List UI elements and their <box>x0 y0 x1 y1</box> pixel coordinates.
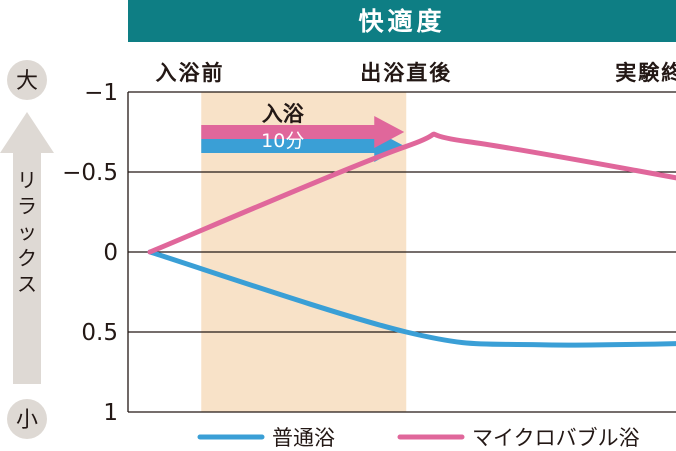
legend-label-1: マイクロバブル浴 <box>472 426 640 450</box>
series-line-0 <box>147 249 676 348</box>
annotation-label-duration: 10分 <box>261 130 304 152</box>
annotation-arrow-pink <box>201 116 405 148</box>
top-label-circle <box>7 60 47 100</box>
legend-label-0: 普通浴 <box>272 426 335 450</box>
top-label: 大 <box>16 69 38 94</box>
y-tick-label-3: 0.5 <box>81 320 118 346</box>
phase-label-2: 実験終了前 <box>615 61 676 85</box>
relax-axis-label-char-3: ク <box>17 246 37 270</box>
y-tick-label-4: 1 <box>103 400 118 426</box>
phase-label-0: 入浴前 <box>156 61 225 85</box>
y-tick-label-1: −0.5 <box>62 160 118 186</box>
bottom-label: 小 <box>16 408 38 433</box>
relax-axis-label-char-1: ラ <box>17 194 37 218</box>
title-bar-background <box>128 0 676 42</box>
series-lines <box>147 131 676 348</box>
relax-axis-label-char-2: ッ <box>17 220 37 244</box>
series-line-1 <box>147 131 676 255</box>
title-bar: 快適度 <box>128 0 676 42</box>
relax-axis-label-char-4: ス <box>17 272 37 296</box>
relax-up-arrow <box>0 112 54 384</box>
bath-duration-annotation: 入浴 10分 <box>201 102 405 162</box>
annotation-arrow-blue <box>201 130 405 162</box>
y-tick-label-2: 0 <box>103 240 118 266</box>
phase-label-1: 出浴直後 <box>360 61 452 85</box>
grid-lines <box>127 91 676 413</box>
y-tick-labels: −1 −0.5 0 0.5 1 <box>62 80 118 426</box>
relax-axis-label-char-0: リ <box>17 168 37 192</box>
legend: 普通浴 マイクロバブル浴 <box>197 426 640 450</box>
y-tick-label-0: −1 <box>84 80 118 106</box>
annotation-label-bath: 入浴 <box>262 102 305 126</box>
phase-labels: 入浴前 出浴直後 実験終了前 <box>156 61 676 85</box>
chart-title: 快適度 <box>358 7 445 36</box>
bottom-label-circle <box>7 399 47 439</box>
